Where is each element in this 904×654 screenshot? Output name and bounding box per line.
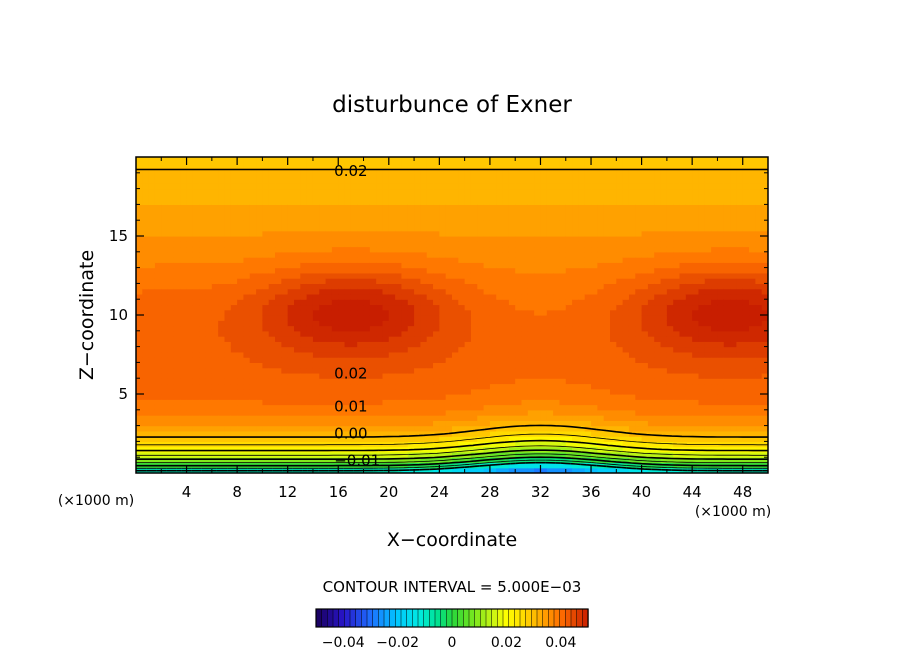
colorbar-cell (531, 608, 538, 628)
colorbar-cell (406, 608, 413, 628)
colorbar-cell (570, 608, 578, 628)
colorbar-cell (338, 608, 345, 628)
colorbar-cell (463, 608, 470, 628)
colorbar-tick-label: −0.02 (376, 635, 419, 651)
colorbar-cell (327, 608, 334, 628)
colorbar-cell (332, 608, 340, 628)
x-axis-label: X−coordinate (387, 529, 517, 551)
contour-line (136, 459, 768, 469)
contour-line (136, 433, 768, 446)
x-axis-ticks: 4 8 12 16 20 24 28 32 36 40 44 48 (160, 157, 752, 501)
contour-labels: 0.02 0.02 0.01 0.00 −0.01 (334, 162, 380, 469)
colorbar-cell (355, 608, 362, 628)
colorbar-cell (361, 608, 368, 628)
x-tick-label: 48 (733, 483, 752, 501)
contour-lines (136, 168, 768, 472)
x-unit-left: (×1000 m) (58, 493, 134, 509)
colorbar-cell (440, 608, 447, 628)
contour-line (136, 445, 768, 456)
colorbar-cell (468, 608, 476, 628)
colorbar-cell (457, 608, 464, 628)
colorbar-tick-label: 0.04 (545, 635, 576, 651)
x-tick-label: 16 (329, 483, 348, 501)
y-tick-label: 10 (109, 306, 128, 324)
contour-line (136, 439, 768, 452)
colorbar-cell (451, 608, 459, 628)
colorbar-cell (548, 608, 555, 628)
colorbar-cell (559, 608, 566, 628)
colorbar-cell (525, 608, 532, 628)
colorbar-cell (423, 608, 430, 628)
contour-label: 0.02 (334, 364, 367, 382)
y-axis-label: Z−coordinate (76, 250, 98, 380)
colorbar-cell (366, 608, 374, 628)
colorbar-cell (389, 608, 396, 628)
x-tick-label: 8 (232, 483, 242, 501)
colorbar-cell (378, 608, 385, 628)
contour-line (136, 449, 768, 460)
contour-line (136, 168, 768, 438)
colorbar-cell (480, 608, 487, 628)
colorbar-cell (446, 608, 453, 628)
x-tick-label: 12 (278, 483, 297, 501)
contour-fill-field (136, 157, 768, 473)
colorbar-cell (502, 608, 510, 628)
colorbar-cell (497, 608, 504, 628)
x-tick-label: 24 (430, 483, 449, 501)
x-unit-right: (×1000 m) (695, 504, 771, 520)
colorbar-tick-label: 0 (448, 635, 457, 651)
colorbar-cell (508, 608, 515, 628)
colorbar-cell (395, 608, 402, 628)
x-tick-label: 20 (379, 483, 398, 501)
colorbar-cell (349, 608, 357, 628)
colorbar-cell (553, 608, 561, 628)
contour-line (136, 453, 768, 463)
x-tick-label: 28 (480, 483, 499, 501)
chart-title: disturbunce of Exner (332, 92, 572, 118)
colorbar-cell (383, 608, 391, 628)
contour-label: 0.00 (334, 425, 367, 443)
x-tick-label: 40 (632, 483, 651, 501)
colorbar-cell (576, 608, 583, 628)
colorbar-cell (485, 608, 493, 628)
colorbar-tick-label: −0.04 (322, 635, 365, 651)
contour-interval-text: CONTOUR INTERVAL = 5.000E−03 (323, 578, 582, 596)
colorbar-cell (344, 608, 351, 628)
x-tick-label: 36 (581, 483, 600, 501)
y-tick-label: 5 (118, 385, 128, 403)
x-tick-label: 44 (683, 483, 702, 501)
colorbar-cell (519, 608, 527, 628)
colorbar-tick-label: 0.02 (491, 635, 522, 651)
y-tick-label: 15 (109, 227, 128, 245)
colorbar (315, 608, 589, 628)
colorbar-cell (542, 608, 549, 628)
colorbar-cell (474, 608, 481, 628)
colorbar-cell (412, 608, 419, 628)
colorbar-cell (491, 608, 498, 628)
colorbar-cell (536, 608, 544, 628)
colorbar-cell (372, 608, 379, 628)
colorbar-frame (315, 608, 589, 628)
y-axis-ticks: 5 10 15 (109, 172, 768, 458)
contour-label: −0.01 (334, 451, 380, 469)
contour-label: 0.02 (334, 162, 367, 180)
colorbar-tick-labels: −0.04 −0.02 0 0.02 0.04 (322, 635, 577, 651)
x-tick-label: 4 (182, 483, 192, 501)
colorbar-cell (321, 608, 328, 628)
colorbar-cell (315, 608, 323, 628)
colorbar-cell (400, 608, 408, 628)
contour-label: 0.01 (334, 398, 367, 416)
colorbar-cell (417, 608, 425, 628)
x-tick-label: 32 (531, 483, 550, 501)
colorbar-cell (514, 608, 521, 628)
colorbar-cell (565, 608, 572, 628)
contour-line (136, 456, 768, 467)
colorbar-cell (429, 608, 436, 628)
colorbar-cell (434, 608, 442, 628)
